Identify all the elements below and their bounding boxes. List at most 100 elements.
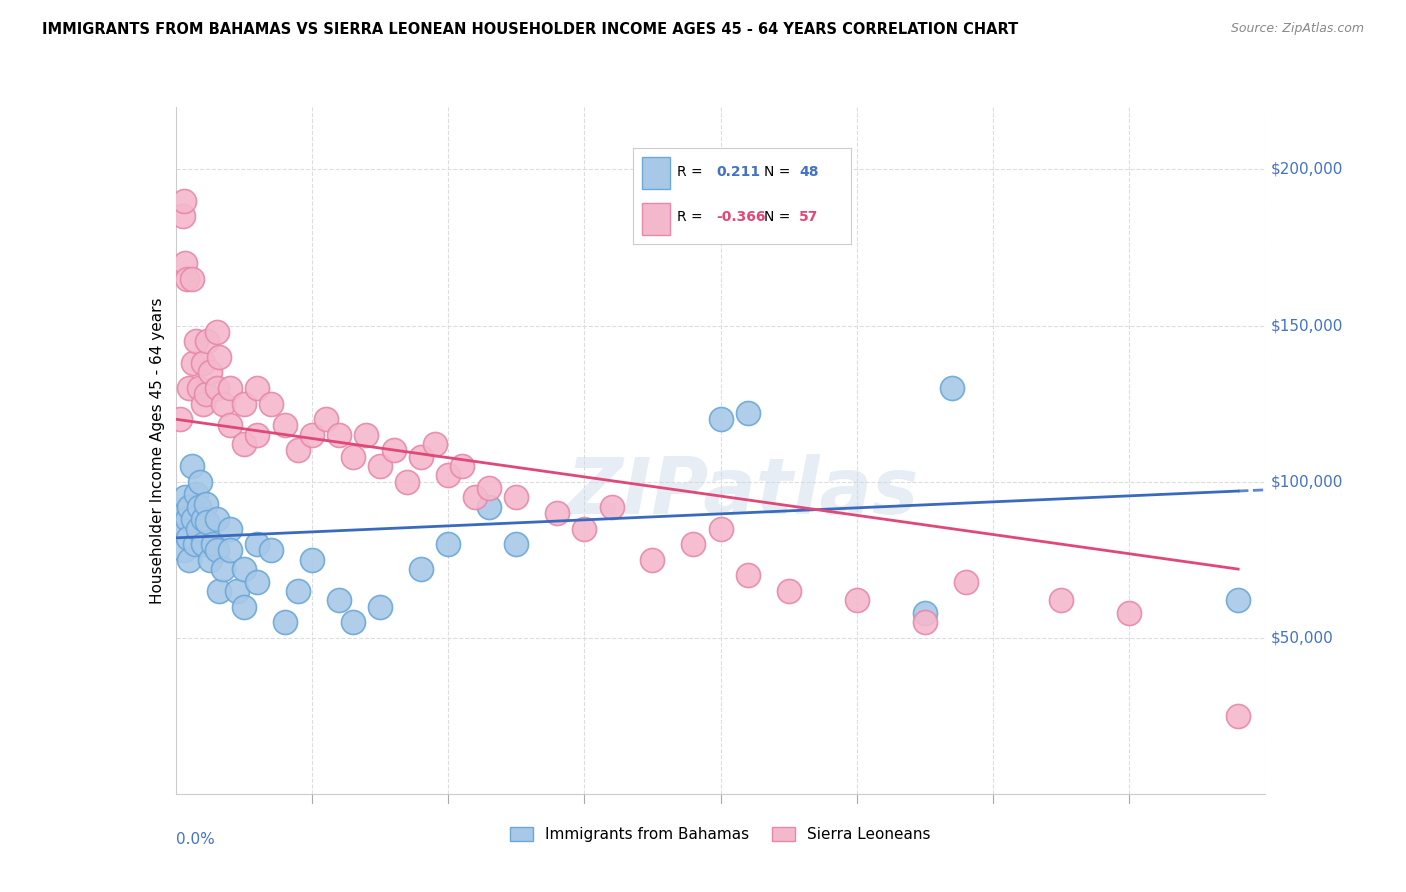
- Point: [914, 615, 936, 630]
- Point: [246, 537, 269, 551]
- Point: [600, 500, 623, 514]
- Point: [198, 366, 221, 380]
- Point: [212, 562, 235, 576]
- Point: [219, 381, 242, 395]
- Point: [287, 583, 309, 598]
- Point: [914, 606, 936, 620]
- Point: [478, 500, 501, 514]
- Text: $50,000: $50,000: [1271, 631, 1334, 645]
- Point: [208, 350, 231, 364]
- Point: [181, 458, 204, 473]
- Point: [368, 599, 391, 614]
- Point: [1227, 593, 1250, 607]
- Point: [205, 543, 228, 558]
- Point: [226, 583, 249, 598]
- Point: [186, 487, 208, 501]
- Point: [219, 418, 242, 433]
- Point: [205, 325, 228, 339]
- Point: [505, 537, 527, 551]
- Point: [437, 468, 460, 483]
- Point: [169, 521, 191, 535]
- Point: [205, 512, 228, 526]
- Point: [710, 521, 733, 535]
- Point: [464, 490, 486, 504]
- Point: [232, 437, 254, 451]
- Point: [173, 543, 195, 558]
- Point: [1227, 708, 1250, 723]
- Point: [409, 562, 432, 576]
- Text: $100,000: $100,000: [1271, 475, 1343, 489]
- Point: [169, 412, 191, 426]
- Point: [195, 334, 218, 348]
- Point: [186, 334, 208, 348]
- Point: [176, 271, 198, 285]
- Point: [274, 418, 297, 433]
- Point: [478, 481, 501, 495]
- Point: [173, 194, 195, 208]
- Text: IMMIGRANTS FROM BAHAMAS VS SIERRA LEONEAN HOUSEHOLDER INCOME AGES 45 - 64 YEARS : IMMIGRANTS FROM BAHAMAS VS SIERRA LEONEA…: [42, 22, 1018, 37]
- Point: [176, 512, 198, 526]
- Point: [188, 475, 211, 489]
- Point: [174, 256, 197, 270]
- Point: [187, 500, 209, 514]
- Point: [396, 475, 419, 489]
- Point: [505, 490, 527, 504]
- Point: [177, 531, 200, 545]
- Point: [172, 209, 194, 223]
- Point: [737, 568, 759, 582]
- Y-axis label: Householder Income Ages 45 - 64 years: Householder Income Ages 45 - 64 years: [149, 297, 165, 604]
- Text: Source: ZipAtlas.com: Source: ZipAtlas.com: [1230, 22, 1364, 36]
- Point: [368, 458, 391, 473]
- Point: [710, 412, 733, 426]
- Point: [301, 427, 323, 442]
- Point: [179, 500, 201, 514]
- Point: [246, 574, 269, 589]
- Point: [955, 574, 977, 589]
- Point: [232, 396, 254, 410]
- Point: [574, 521, 596, 535]
- Legend: Immigrants from Bahamas, Sierra Leoneans: Immigrants from Bahamas, Sierra Leoneans: [505, 821, 936, 848]
- Point: [315, 412, 337, 426]
- Point: [184, 537, 207, 551]
- Point: [195, 515, 218, 529]
- Point: [1050, 593, 1073, 607]
- Point: [260, 543, 283, 558]
- Text: $200,000: $200,000: [1271, 162, 1343, 177]
- Point: [845, 593, 868, 607]
- Point: [219, 543, 242, 558]
- Point: [328, 593, 350, 607]
- Point: [232, 599, 254, 614]
- Point: [194, 496, 217, 510]
- Point: [186, 521, 209, 535]
- Point: [187, 381, 209, 395]
- Point: [409, 450, 432, 464]
- Point: [172, 506, 194, 520]
- Point: [191, 512, 214, 526]
- Text: $150,000: $150,000: [1271, 318, 1343, 333]
- Point: [437, 537, 460, 551]
- Text: 0.0%: 0.0%: [176, 831, 215, 847]
- Point: [246, 427, 269, 442]
- Point: [546, 506, 568, 520]
- Text: ZIPatlas: ZIPatlas: [567, 454, 918, 530]
- Point: [941, 381, 963, 395]
- Point: [191, 356, 214, 370]
- Point: [450, 458, 472, 473]
- Point: [356, 427, 378, 442]
- Point: [219, 521, 242, 535]
- Point: [181, 271, 204, 285]
- Point: [301, 552, 323, 567]
- Point: [682, 537, 704, 551]
- Point: [183, 356, 205, 370]
- Point: [179, 381, 201, 395]
- Point: [212, 396, 235, 410]
- Point: [201, 537, 224, 551]
- Point: [328, 427, 350, 442]
- Point: [205, 381, 228, 395]
- Point: [382, 443, 405, 458]
- Point: [260, 396, 283, 410]
- Point: [191, 396, 214, 410]
- Point: [246, 381, 269, 395]
- Point: [641, 552, 664, 567]
- Point: [778, 583, 800, 598]
